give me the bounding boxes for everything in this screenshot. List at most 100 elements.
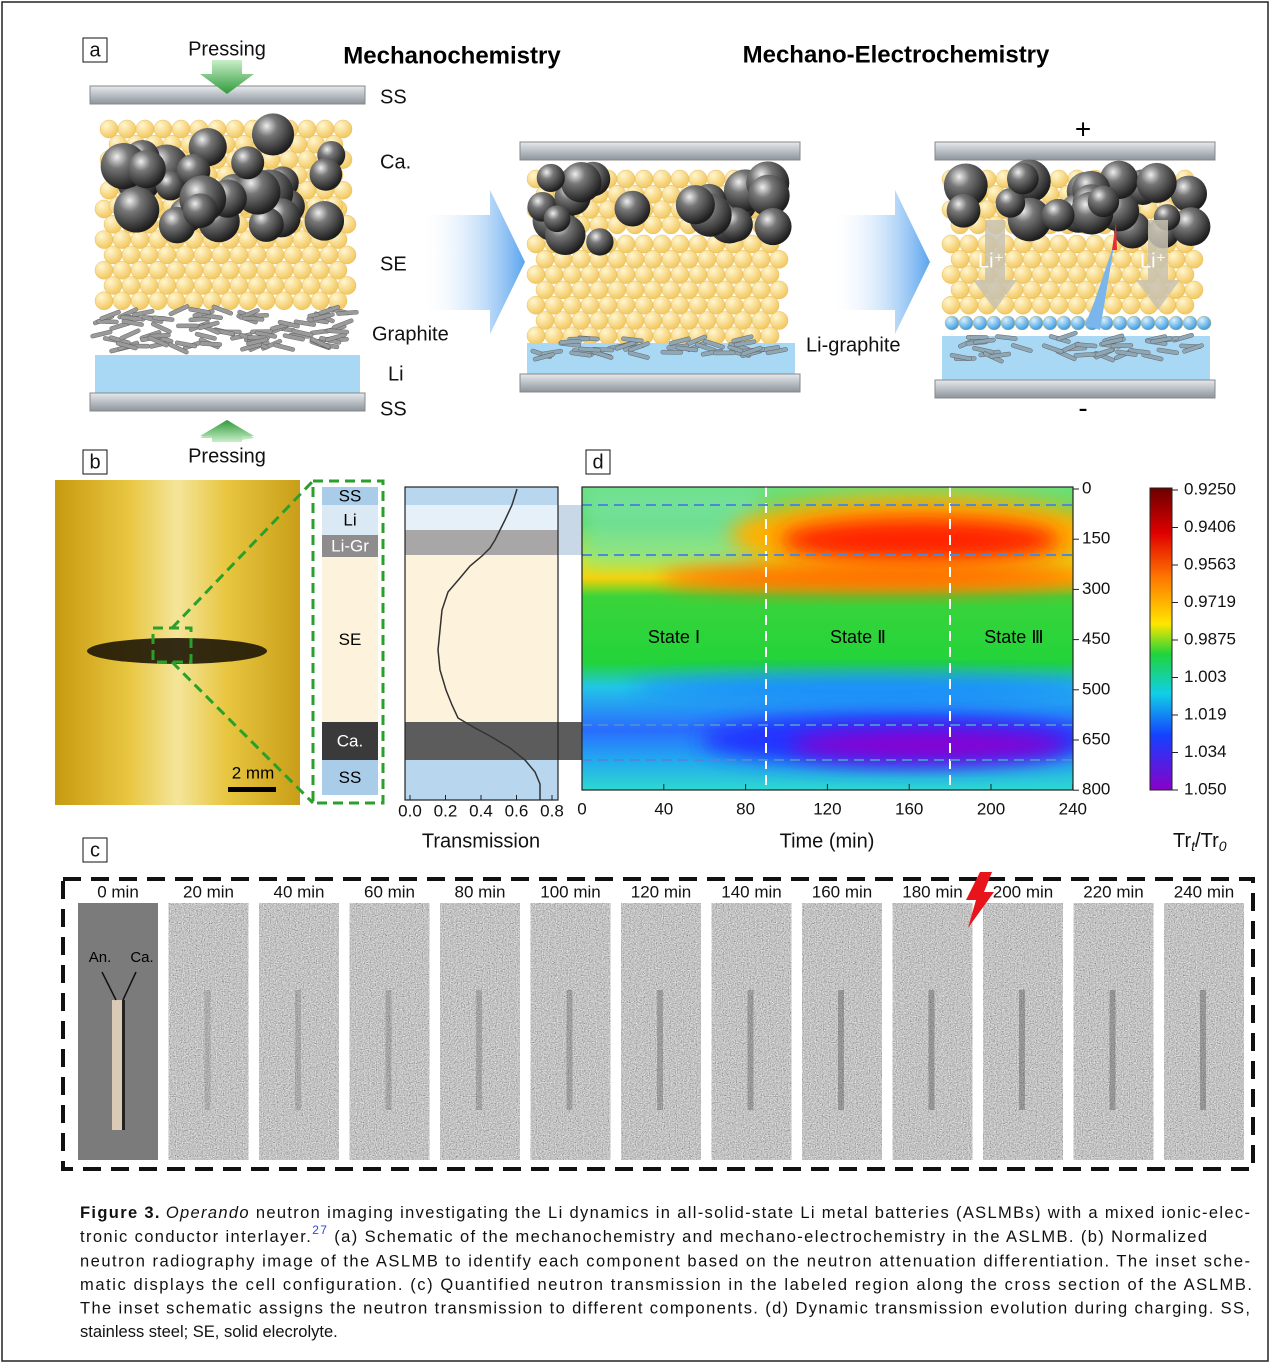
title: Mechanochemistry bbox=[343, 42, 561, 69]
cell-cathode bbox=[122, 1000, 125, 1130]
electrolyte-particle bbox=[284, 277, 302, 295]
frame-label: 0 min bbox=[97, 882, 139, 901]
electrolyte-particle bbox=[311, 261, 329, 279]
cell-body bbox=[112, 1000, 122, 1130]
electrolyte-particle bbox=[131, 292, 149, 310]
electrolyte-particle bbox=[172, 120, 190, 138]
electrolyte-particle bbox=[545, 296, 563, 314]
y-tick-label: 300 bbox=[1082, 579, 1110, 598]
ion-label: Li⁺ bbox=[1140, 250, 1166, 272]
electrolyte-particle bbox=[590, 281, 608, 299]
electrolyte-particle bbox=[248, 246, 266, 264]
electrolyte-particle bbox=[761, 296, 779, 314]
x-tick-label: 40 bbox=[654, 799, 673, 818]
colorbar-tick-label: 0.9875 bbox=[1184, 629, 1236, 648]
electrolyte-particle bbox=[653, 327, 671, 345]
electrolyte-particle bbox=[942, 235, 960, 253]
electrolyte-particle bbox=[113, 261, 131, 279]
electrolyte-particle bbox=[680, 281, 698, 299]
electrolyte-particle bbox=[266, 246, 284, 264]
electrolyte-particle bbox=[221, 292, 239, 310]
caption-ref: 27 bbox=[312, 1223, 327, 1237]
electrolyte-particle bbox=[136, 120, 154, 138]
state-label: State Ⅰ bbox=[648, 627, 700, 647]
x-tick-label: 0 bbox=[577, 799, 586, 818]
colorbar-tick-label: 1.050 bbox=[1184, 779, 1227, 798]
electrolyte-particle bbox=[167, 261, 185, 279]
y-tick-label: 150 bbox=[1082, 529, 1110, 548]
layer-band bbox=[405, 760, 558, 800]
frame-label: 40 min bbox=[273, 882, 324, 901]
frame-label: 200 min bbox=[993, 882, 1053, 901]
electrolyte-particle bbox=[1169, 316, 1183, 330]
caption-line: matic displays the cell configuration. (… bbox=[80, 1276, 1252, 1294]
electrolyte-particle bbox=[945, 316, 959, 330]
electrolyte-particle bbox=[1059, 281, 1077, 299]
electrolyte-particle bbox=[1050, 266, 1068, 284]
electrolyte-particle bbox=[752, 250, 770, 268]
graphite-flake bbox=[119, 328, 141, 341]
electrolyte-particle bbox=[662, 281, 680, 299]
electrolyte-particle bbox=[689, 235, 707, 253]
electrolyte-particle bbox=[545, 266, 563, 284]
electrolyte-particle bbox=[960, 296, 978, 314]
process-arrow bbox=[420, 190, 525, 334]
electrolyte-particle bbox=[266, 277, 284, 295]
page: { "panel_a": {"label": "a", "title_left"… bbox=[0, 0, 1271, 1364]
electrolyte-particle bbox=[734, 281, 752, 299]
pressing-label: Pressing bbox=[188, 38, 266, 60]
frame-streak bbox=[476, 990, 482, 1110]
layer-label: SS bbox=[380, 398, 407, 420]
electrolyte-particle bbox=[1185, 281, 1203, 299]
electrolyte-particle bbox=[698, 312, 716, 330]
cathode-particle bbox=[231, 146, 264, 179]
electrolyte-particle bbox=[1032, 266, 1050, 284]
electrolyte-particle bbox=[653, 170, 671, 188]
electrolyte-particle bbox=[1077, 250, 1095, 268]
electrolyte-particle bbox=[230, 246, 248, 264]
electrolyte-particle bbox=[1197, 316, 1211, 330]
y-tick-label: 0 bbox=[1082, 478, 1091, 497]
y-tick-label: 500 bbox=[1082, 679, 1110, 698]
electrolyte-particle bbox=[653, 266, 671, 284]
electrolyte-particle bbox=[1059, 250, 1077, 268]
electrolyte-particle bbox=[743, 296, 761, 314]
x-tick-label: 240 bbox=[1059, 799, 1087, 818]
electrolyte-particle bbox=[149, 261, 167, 279]
layer-label: Ca. bbox=[337, 731, 363, 750]
electrolyte-particle bbox=[752, 312, 770, 330]
electrolyte-particle bbox=[154, 120, 172, 138]
x-tick-label: 0.2 bbox=[434, 801, 458, 820]
axis-label: Time (min) bbox=[780, 830, 875, 852]
electrolyte-particle bbox=[942, 266, 960, 284]
electrolyte-particle bbox=[536, 312, 554, 330]
electrolyte-particle bbox=[581, 266, 599, 284]
electrolyte-particle bbox=[320, 277, 338, 295]
graphite-flake bbox=[1111, 343, 1133, 348]
electrolyte-particle bbox=[311, 292, 329, 310]
electrolyte-particle bbox=[987, 316, 1001, 330]
electrolyte-particle bbox=[212, 277, 230, 295]
cathode-particle bbox=[1042, 199, 1075, 232]
electrolyte-particle bbox=[113, 292, 131, 310]
plus-sign: + bbox=[1075, 113, 1091, 144]
electrolyte-particle bbox=[689, 296, 707, 314]
caption-text: tronic conductor interlayer. bbox=[80, 1228, 311, 1246]
layer-label: Li bbox=[343, 510, 356, 529]
electrolyte-particle bbox=[320, 246, 338, 264]
x-tick-label: 0.8 bbox=[540, 801, 564, 820]
electrolyte-particle bbox=[275, 261, 293, 279]
frame-streak bbox=[657, 990, 663, 1110]
electrolyte-particle bbox=[951, 250, 969, 268]
steel-plate bbox=[935, 142, 1215, 160]
electrolyte-particle bbox=[1068, 235, 1086, 253]
electrolyte-particle bbox=[734, 312, 752, 330]
caption-line: Figure 3.Operando neutron imaging invest… bbox=[80, 1204, 1250, 1222]
layer-band bbox=[405, 530, 558, 555]
electrolyte-particle bbox=[118, 120, 136, 138]
electrolyte-particle bbox=[131, 261, 149, 279]
electrolyte-particle bbox=[158, 277, 176, 295]
electrolyte-particle bbox=[1071, 316, 1085, 330]
electrolyte-particle bbox=[1029, 316, 1043, 330]
electrolyte-particle bbox=[1023, 250, 1041, 268]
